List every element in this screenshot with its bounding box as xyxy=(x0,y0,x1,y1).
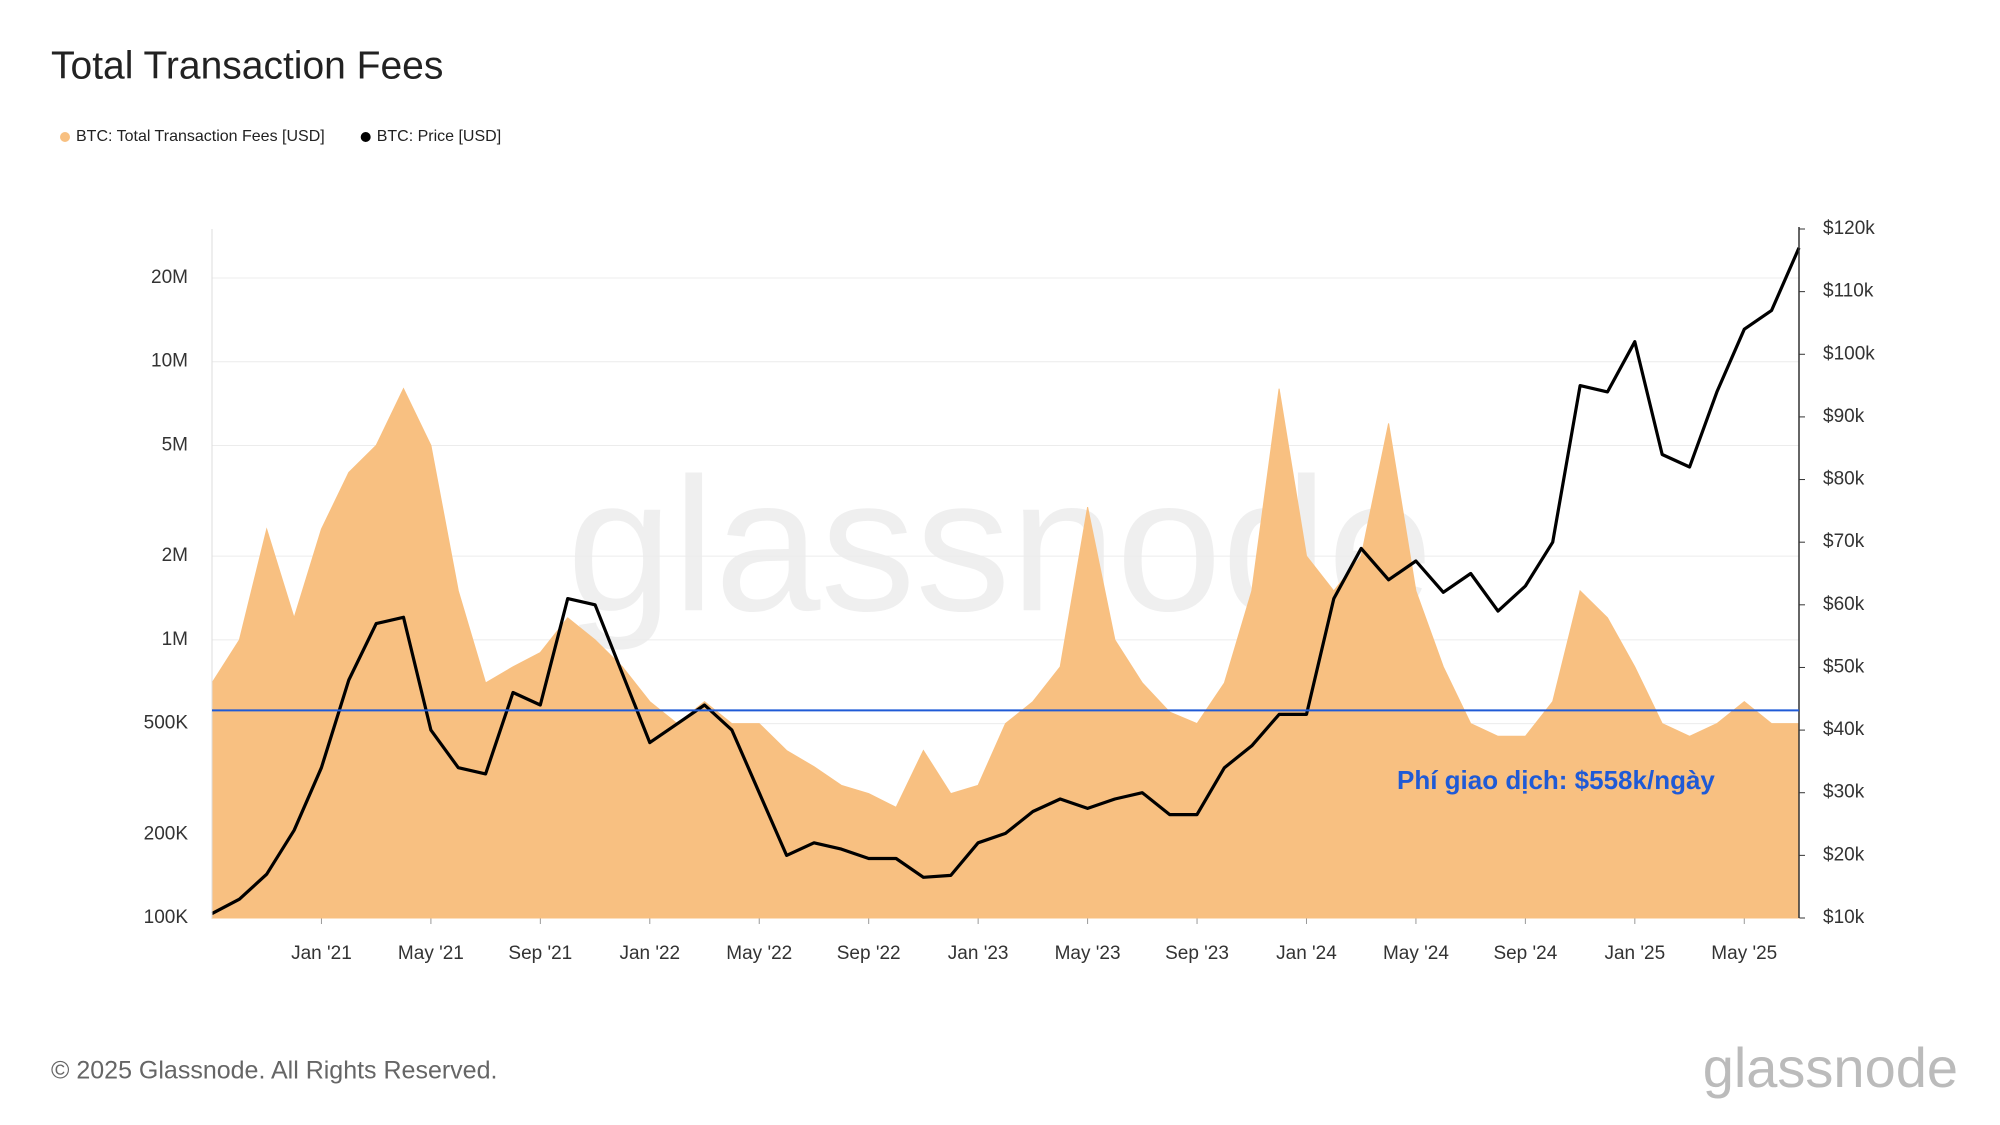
y-tick-label: 200K xyxy=(144,823,189,844)
y2-tick-label: $30k xyxy=(1823,782,1865,803)
x-tick-label: Sep '21 xyxy=(508,943,572,964)
legend-swatch xyxy=(360,132,371,142)
x-tick-label: May '23 xyxy=(1055,943,1121,964)
legend-swatch xyxy=(60,132,70,142)
x-tick-label: Jan '23 xyxy=(948,943,1009,964)
x-tick-label: May '21 xyxy=(398,943,464,964)
fees-area xyxy=(211,387,1800,919)
y-tick-label: 20M xyxy=(151,267,188,288)
y-tick-label: 5M xyxy=(162,434,188,455)
x-tick-label: Sep '23 xyxy=(1165,943,1229,964)
y2-tick-label: $60k xyxy=(1823,594,1865,615)
x-tick-label: Jan '24 xyxy=(1276,943,1337,964)
x-tick-label: Jan '22 xyxy=(619,943,680,964)
y2-tick-label: $100k xyxy=(1823,343,1875,364)
y-tick-label: 2M xyxy=(162,545,188,566)
y2-tick-label: $80k xyxy=(1823,469,1865,490)
y2-tick-label: $70k xyxy=(1823,531,1865,552)
y-tick-label: 10M xyxy=(151,351,188,372)
y-tick-label: 100K xyxy=(144,907,189,928)
chart-title: Total Transaction Fees xyxy=(51,44,443,87)
x-tick-label: Sep '24 xyxy=(1493,943,1557,964)
y2-tick-label: $10k xyxy=(1823,907,1865,928)
brand-logo: glassnode xyxy=(1703,1036,1958,1099)
y2-tick-label: $20k xyxy=(1823,844,1865,865)
y-tick-label: 1M xyxy=(162,629,188,650)
y2-tick-label: $90k xyxy=(1823,406,1865,427)
y2-tick-label: $40k xyxy=(1823,719,1865,740)
y2-tick-label: $50k xyxy=(1823,656,1865,677)
x-tick-label: Sep '22 xyxy=(837,943,901,964)
annotation-label: Phí giao dịch: $558k/ngày xyxy=(1397,765,1715,795)
footer: © 2025 Glassnode. All Rights Reserved. xyxy=(51,1057,497,1085)
legend-label: BTC: Total Transaction Fees [USD] xyxy=(76,128,325,145)
y2-tick-label: $120k xyxy=(1823,218,1875,239)
x-tick-label: May '25 xyxy=(1711,943,1777,964)
x-tick-label: May '24 xyxy=(1383,943,1449,964)
x-tick-label: May '22 xyxy=(726,943,792,964)
y-tick-label: 500K xyxy=(144,713,189,734)
y2-tick-label: $110k xyxy=(1823,281,1874,302)
price-line xyxy=(211,247,1801,916)
x-tick-label: Jan '21 xyxy=(291,943,352,964)
x-tick-label: Jan '25 xyxy=(1604,943,1665,964)
legend-label: BTC: Price [USD] xyxy=(377,128,501,145)
